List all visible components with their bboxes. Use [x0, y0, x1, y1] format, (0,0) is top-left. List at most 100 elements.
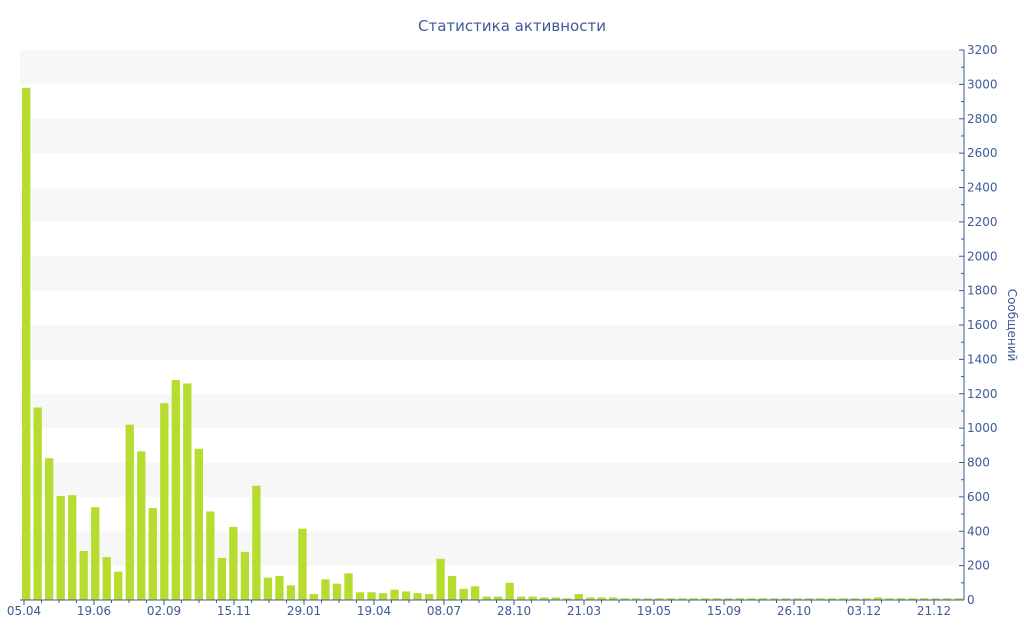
bar: [678, 598, 687, 600]
x-tick-label: 08.07: [427, 604, 461, 618]
x-tick-label: 29.01: [287, 604, 321, 618]
x-tick-label: 19.05: [637, 604, 671, 618]
bar: [183, 383, 192, 600]
bar: [850, 598, 860, 600]
bar: [804, 598, 814, 600]
x-tick-label: 21.03: [567, 604, 601, 618]
bar: [252, 485, 261, 600]
bar: [321, 579, 330, 601]
x-tick-label: 15.09: [707, 604, 741, 618]
bar: [781, 598, 791, 600]
bar: [827, 598, 837, 600]
bar: [275, 575, 284, 600]
bar: [563, 598, 572, 600]
y-tick-label: 200: [967, 559, 990, 573]
y-tick-label: 1200: [967, 387, 998, 401]
y-tick-label: 1000: [967, 421, 998, 435]
bar: [862, 598, 871, 600]
grid-band: [20, 50, 964, 85]
bar: [344, 573, 353, 600]
bar: [22, 87, 31, 600]
bar: [494, 596, 503, 600]
bar: [33, 407, 42, 600]
bar: [528, 596, 537, 600]
bar: [263, 577, 273, 600]
bar: [56, 496, 65, 600]
bar: [540, 597, 549, 600]
y-tick-label: 2400: [967, 181, 998, 195]
bar: [666, 598, 675, 600]
bar: [309, 593, 319, 600]
x-tick-label: 19.04: [357, 604, 391, 618]
grid-band: [20, 187, 964, 222]
bar: [240, 551, 250, 601]
x-tick-label: 28.10: [497, 604, 531, 618]
bar: [171, 380, 180, 600]
bar: [505, 582, 514, 600]
bar: [298, 528, 307, 600]
bar: [896, 598, 906, 600]
y-tick-label: 1400: [967, 352, 998, 366]
bar: [942, 598, 952, 600]
bar: [390, 589, 399, 600]
bar: [332, 583, 342, 600]
x-tick-label: 26.10: [777, 604, 811, 618]
bar: [79, 551, 88, 600]
bar: [919, 598, 929, 600]
bar: [378, 593, 388, 601]
bar: [125, 424, 134, 600]
bar: [413, 593, 422, 601]
bar: [724, 598, 733, 600]
bar: [770, 598, 779, 600]
y-tick-label: 2200: [967, 215, 998, 229]
bar: [885, 598, 894, 600]
bar: [45, 458, 54, 600]
bar: [91, 507, 100, 600]
bar: [459, 588, 468, 600]
bar: [793, 598, 802, 600]
bar: [194, 448, 203, 600]
x-tick-label: 21.12: [917, 604, 951, 618]
bar: [424, 593, 434, 600]
bar: [689, 598, 698, 600]
grid-band: [20, 118, 964, 154]
y-tick-label: 800: [967, 456, 990, 470]
y-tick-label: 3000: [967, 77, 998, 91]
bar: [517, 596, 526, 600]
y-tick-label: 0: [967, 593, 975, 607]
bar: [609, 597, 618, 600]
bar: [137, 451, 146, 600]
bar: [954, 598, 963, 600]
bar: [229, 526, 238, 600]
y-tick-label: 2800: [967, 112, 998, 126]
y-tick-label: 2000: [967, 249, 998, 263]
bar: [68, 495, 77, 600]
grid-band: [20, 256, 964, 291]
x-tick-label: 02.09: [147, 604, 181, 618]
bar: [102, 557, 111, 600]
bar: [620, 598, 629, 600]
grid-bands: [20, 50, 964, 566]
bar: [114, 571, 123, 600]
bar: [148, 508, 157, 600]
bar: [873, 597, 883, 600]
bar: [436, 558, 445, 600]
x-tick-label: 05.04: [7, 604, 41, 618]
bar: [597, 597, 606, 600]
y-tick-label: 1600: [967, 318, 998, 332]
bar: [217, 557, 226, 600]
y-axis: 0 200 400 600 800 1000 1200 1400 1600 1800 2000 220…: [959, 43, 998, 607]
bar: [447, 575, 457, 600]
bar: [286, 585, 296, 600]
x-axis: 05.04 19.06 02.09 15.11 29.01 19.04 08.07 28.10…: [7, 599, 964, 618]
x-tick-label: 19.06: [77, 604, 111, 618]
bar: [551, 597, 560, 600]
bar: [735, 598, 745, 600]
x-tick-label: 03.12: [847, 604, 881, 618]
y-tick-label: 600: [967, 490, 990, 504]
grid-band: [20, 325, 964, 360]
y-tick-label: 3200: [967, 43, 998, 57]
y-axis-label: Сообщений: [1005, 289, 1019, 362]
bar: [160, 403, 169, 600]
